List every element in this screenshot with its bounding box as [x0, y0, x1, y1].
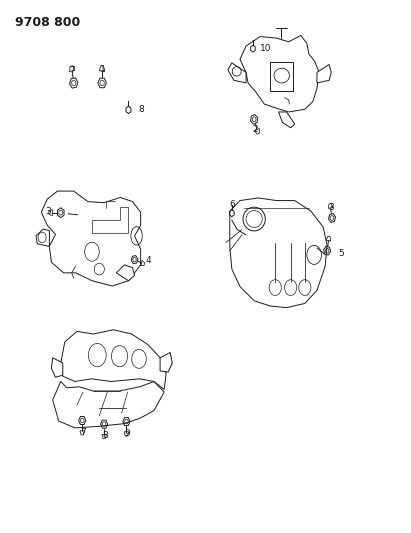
Text: 6: 6	[229, 200, 235, 209]
Text: 4: 4	[145, 256, 151, 265]
Text: 7: 7	[80, 427, 86, 437]
Polygon shape	[36, 229, 49, 246]
Polygon shape	[41, 191, 141, 286]
Polygon shape	[51, 358, 63, 377]
Text: 9: 9	[125, 429, 130, 438]
Polygon shape	[279, 112, 295, 128]
Text: 3: 3	[328, 203, 334, 212]
Polygon shape	[317, 64, 331, 83]
Polygon shape	[160, 352, 172, 372]
Text: 10: 10	[260, 44, 272, 53]
Polygon shape	[230, 198, 327, 308]
Polygon shape	[240, 36, 319, 112]
Polygon shape	[228, 63, 246, 83]
Text: 8: 8	[102, 431, 108, 440]
Polygon shape	[116, 265, 134, 281]
Text: 9708 800: 9708 800	[15, 16, 80, 29]
Text: 1: 1	[100, 65, 106, 74]
Text: 7: 7	[69, 66, 74, 75]
Polygon shape	[61, 330, 166, 390]
Polygon shape	[53, 382, 164, 428]
Text: 2: 2	[252, 125, 258, 134]
Text: 5: 5	[339, 249, 344, 259]
Text: 3: 3	[45, 207, 51, 216]
Text: 8: 8	[139, 106, 144, 115]
